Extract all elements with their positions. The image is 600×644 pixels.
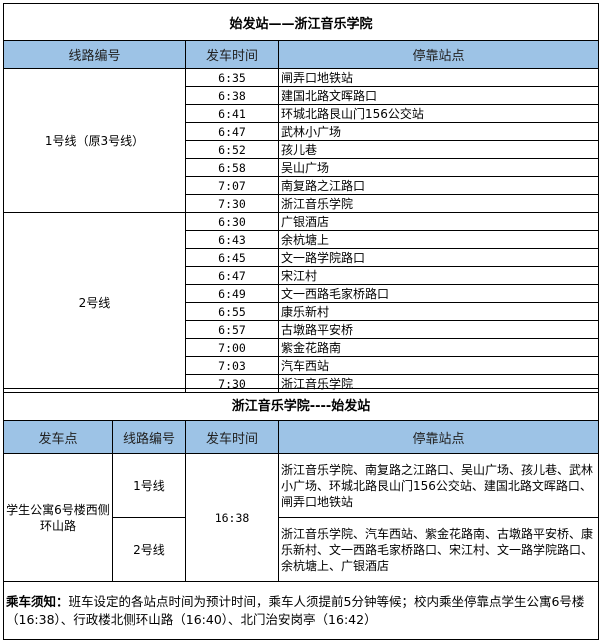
stop-name: 文一路学院路口 [277, 248, 600, 267]
return-title: 浙江音乐学院----始发站 [2, 388, 600, 421]
departure-time: 16:38 [185, 453, 279, 582]
departure-time: 6:45 [185, 248, 279, 267]
stop-name: 闸弄口地铁站 [277, 68, 600, 87]
departure-time: 7:07 [185, 176, 279, 195]
header-stops: 停靠站点 [277, 420, 600, 454]
header-stops: 停靠站点 [277, 40, 600, 69]
outbound-schedule-table: 始发站——浙江音乐学院 线路编号 发车时间 停靠站点 1号线（原3号线） 6:35… [2, 3, 600, 393]
header-time: 发车时间 [185, 420, 279, 454]
departure-time: 6:30 [185, 212, 279, 231]
stop-name: 环城北路艮山门156公交站 [277, 104, 600, 123]
departure-time: 6:41 [185, 104, 279, 123]
stop-name: 紫金花路南 [277, 338, 600, 357]
header-time: 发车时间 [185, 40, 279, 69]
header-route: 线路编号 [112, 420, 186, 454]
header-route: 线路编号 [3, 40, 186, 69]
stop-name: 南复路之江路口 [277, 176, 600, 195]
header-departure-point: 发车点 [3, 420, 113, 454]
stop-name: 文一西路毛家桥路口 [277, 284, 600, 303]
departure-time: 6:55 [185, 302, 279, 321]
stop-name: 宋江村 [277, 266, 600, 285]
table-row: 6:49 文一西路毛家桥路口 [4, 284, 600, 303]
departure-time: 6:49 [185, 284, 279, 303]
route-name: 1号线 [112, 453, 186, 518]
outbound-title: 始发站——浙江音乐学院 [2, 3, 600, 41]
stop-name: 浙江音乐学院 [277, 194, 600, 213]
stop-name: 广银酒店 [277, 212, 600, 231]
departure-time: 7:30 [185, 194, 279, 213]
notice-text: 班车设定的各站点时间为预计时间，乘车人须提前5分钟等候；校内乘坐停靠点学生公寓6… [6, 593, 585, 627]
route-name: 2号线 [112, 517, 186, 582]
departure-time: 6:47 [185, 122, 279, 141]
table-row: 6:58 吴山广场 [4, 158, 600, 177]
route-stops: 浙江音乐学院、南复路之江路口、吴山广场、孩儿巷、武林小广场、环城北路艮山门156… [277, 453, 600, 518]
stop-name: 余杭塘上 [277, 230, 600, 249]
table-row: 6:43 余杭塘上 [4, 230, 600, 249]
departure-time: 6:47 [185, 266, 279, 285]
stop-name: 孩儿巷 [277, 140, 600, 159]
notice-label: 乘车须知： [6, 593, 69, 609]
stop-name: 吴山广场 [277, 158, 600, 177]
table-row: 6:45 文一路学院路口 [4, 248, 600, 267]
departure-time: 6:52 [185, 140, 279, 159]
boarding-notice: 乘车须知：班车设定的各站点时间为预计时间，乘车人须提前5分钟等候；校内乘坐停靠点… [2, 581, 600, 640]
stop-name: 建国北路文晖路口 [277, 86, 600, 105]
route-name: 1号线（原3号线） [3, 68, 186, 213]
table-row: 2号线 6:30 广银酒店 [3, 212, 600, 393]
departure-time: 7:00 [185, 338, 279, 357]
stop-name: 汽车西站 [277, 356, 600, 375]
table-row: 2号线 浙江音乐学院、汽车西站、紫金花路南、古墩路平安桥、康乐新村、文一西路毛家… [4, 517, 600, 582]
table-row: 1号线（原3号线） 6:35 闸弄口地铁站 [3, 68, 600, 213]
route-stops: 浙江音乐学院、汽车西站、紫金花路南、古墩路平安桥、康乐新村、文一西路毛家桥路口、… [277, 517, 600, 582]
departure-time: 6:58 [185, 158, 279, 177]
stop-name: 古墩路平安桥 [277, 320, 600, 339]
table-row: 6:57 古墩路平安桥 [4, 320, 600, 339]
return-schedule-table: 浙江音乐学院----始发站 发车点 线路编号 发车时间 停靠站点 学生公寓6号楼… [2, 388, 600, 640]
departure-time: 6:35 [185, 68, 279, 87]
departure-time: 6:57 [185, 320, 279, 339]
departure-time: 7:03 [185, 356, 279, 375]
table-row: 6:47 宋江村 [4, 266, 600, 285]
stop-name: 康乐新村 [277, 302, 600, 321]
table-row: 学生公寓6号楼西侧环山路 1号线 16:38 浙江音乐学院、南复路之江路口、吴山… [3, 453, 600, 582]
table-row: 7:30 浙江音乐学院 [4, 194, 600, 213]
departure-time: 6:43 [185, 230, 279, 249]
departure-point: 学生公寓6号楼西侧环山路 [3, 453, 113, 582]
departure-time: 6:38 [185, 86, 279, 105]
stop-name: 武林小广场 [277, 122, 600, 141]
route-name: 2号线 [3, 212, 186, 393]
table-row: 6:41 环城北路艮山门156公交站 [4, 104, 600, 123]
